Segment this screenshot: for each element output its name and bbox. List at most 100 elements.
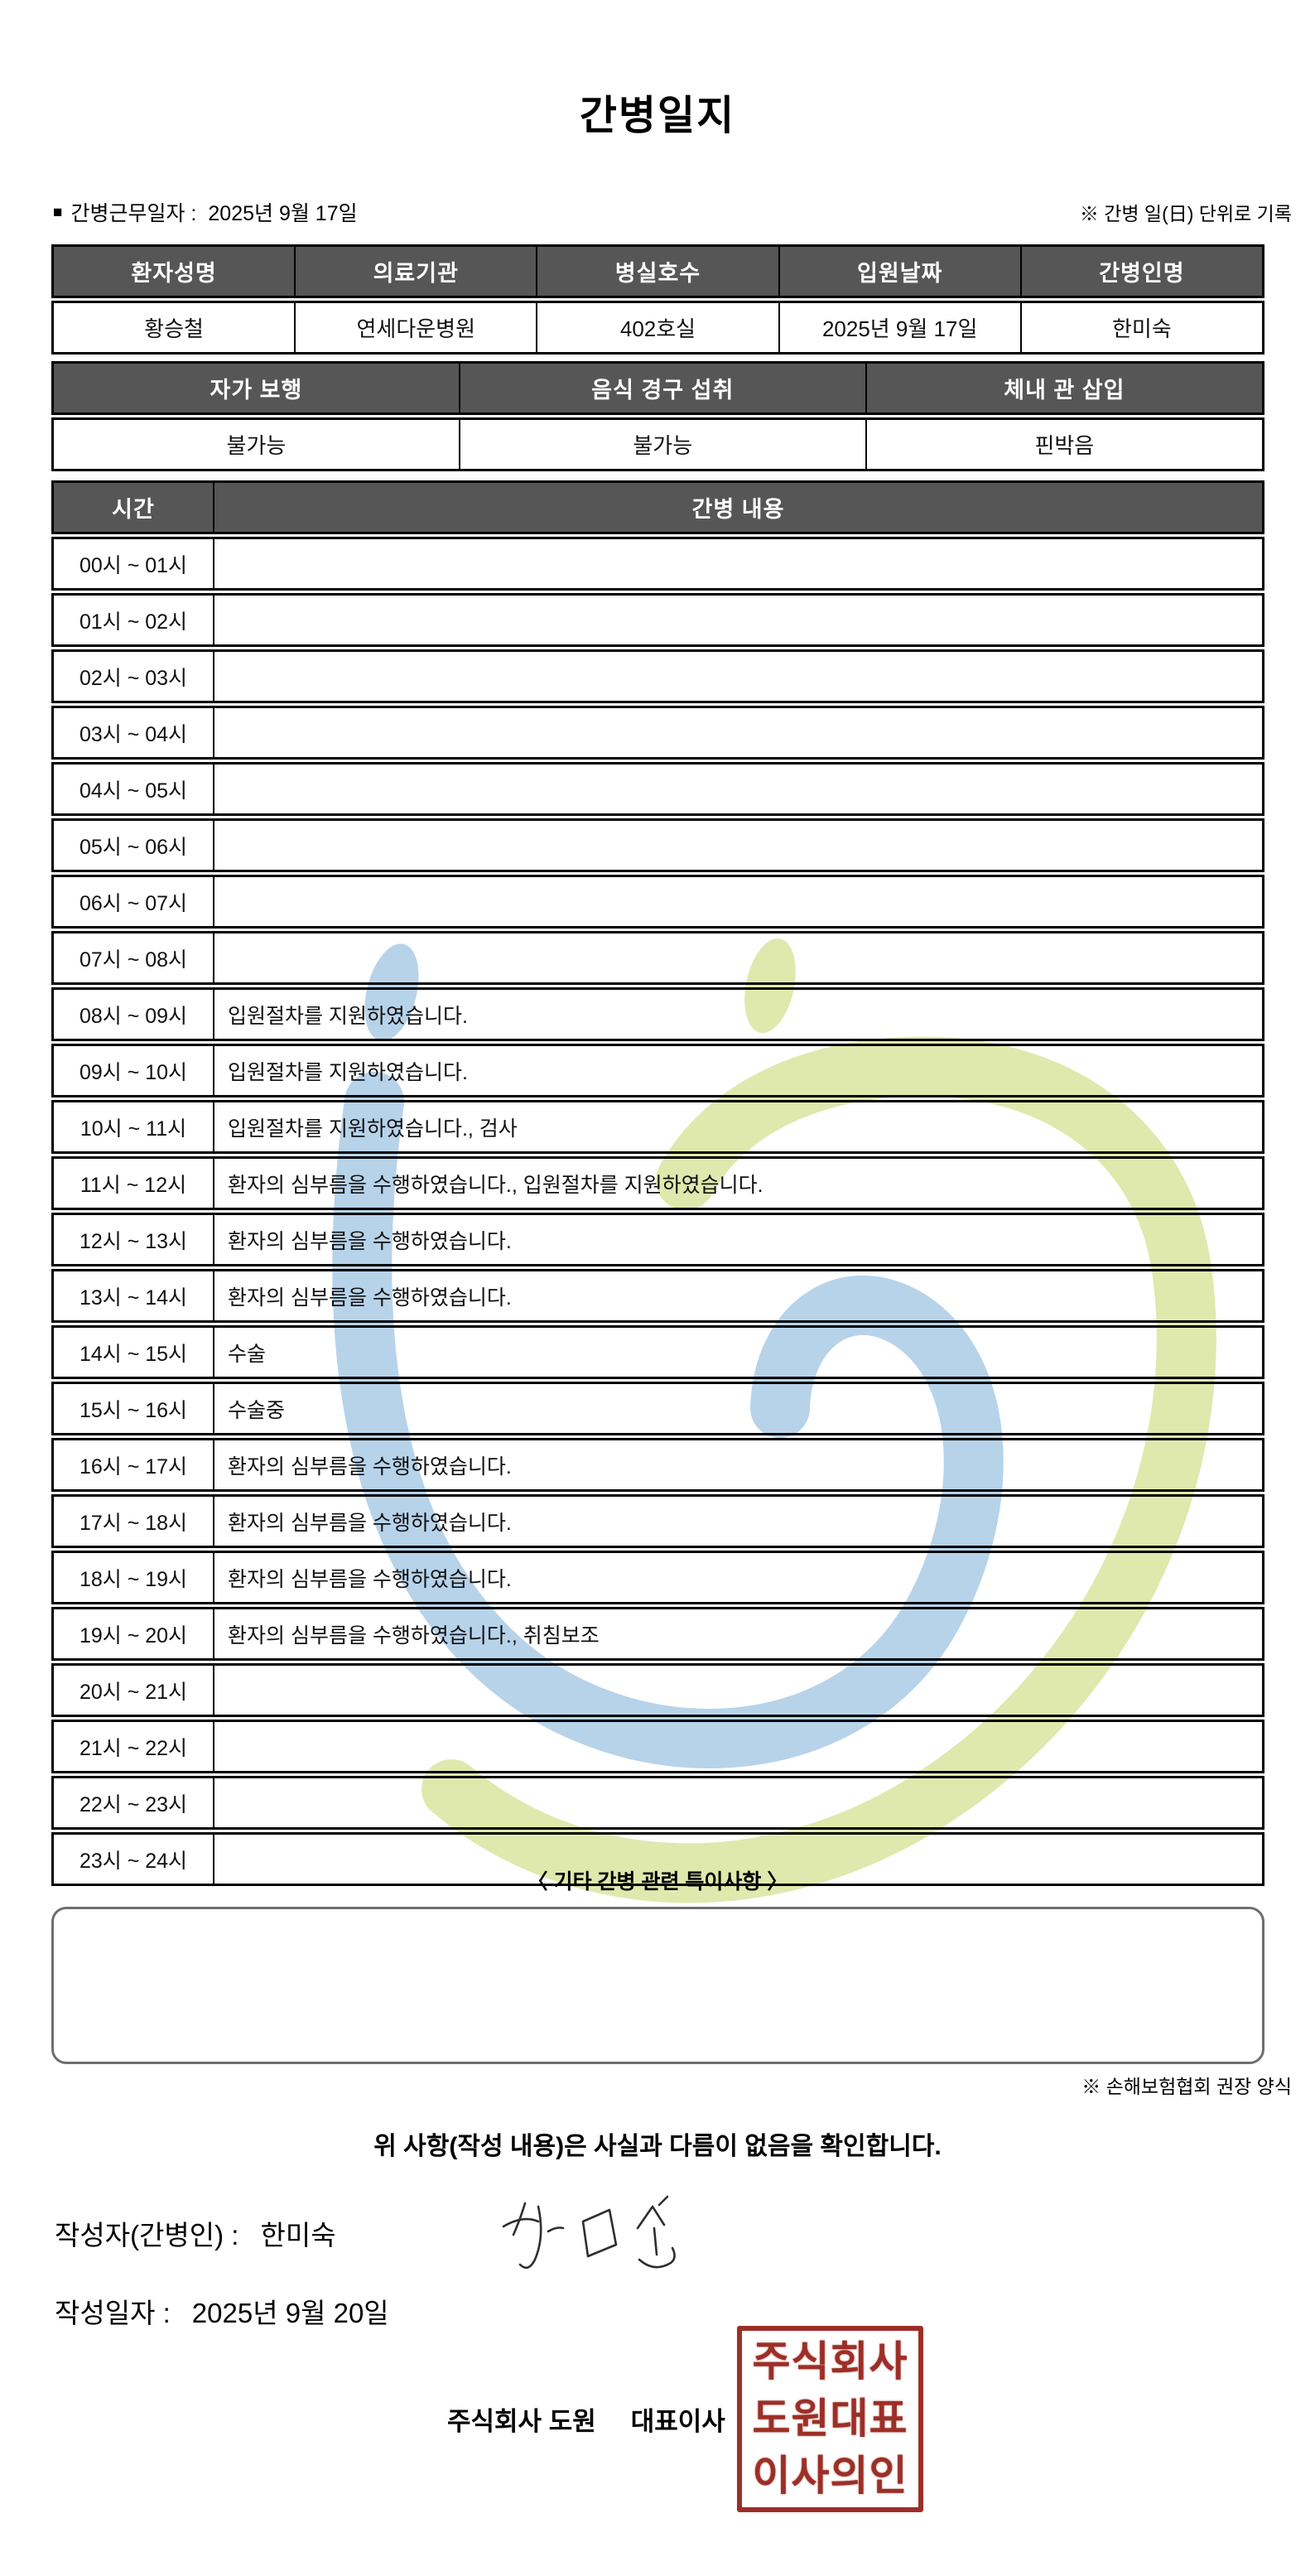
care-log-row: 13시 ~ 14시 환자의 심부름을 수행하였습니다. — [51, 1269, 1264, 1323]
header-medical-institution: 의료기관 — [295, 244, 537, 298]
time-slot-cell: 19시 ~ 20시 — [51, 1607, 214, 1661]
time-slot-cell: 17시 ~ 18시 — [51, 1494, 214, 1548]
care-log-row: 14시 ~ 15시 수술 — [51, 1325, 1264, 1379]
header-caregiver-name: 간병인명 — [1020, 244, 1264, 298]
care-content-cell — [214, 762, 1264, 816]
patient-condition-table: 자가 보행 음식 경구 섭취 체내 관 삽입 불가능 불가능 핀박음 — [51, 359, 1264, 474]
care-content-cell: 입원절차를 지원하였습니다. — [214, 1044, 1264, 1097]
form-recommendation-note: ※ 손해보험협회 권장 양식 — [1081, 2076, 1292, 2097]
time-slot-cell: 04시 ~ 05시 — [51, 762, 214, 816]
work-date-line: ■ 간병근무일자 : 2025년 9월 17일 — [53, 197, 358, 227]
care-content-cell: 환자의 심부름을 수행하였습니다., 입원절차를 지원하였습니다. — [214, 1156, 1264, 1210]
care-log-row: 22시 ~ 23시 — [51, 1776, 1264, 1830]
company-role: 대표이사 — [630, 2407, 725, 2436]
internal-tube-value: 핀박음 — [865, 417, 1264, 471]
header-internal-tube: 체내 관 삽입 — [865, 361, 1264, 415]
care-log-row: 16시 ~ 17시 환자의 심부름을 수행하였습니다. — [51, 1438, 1264, 1492]
care-log-row: 02시 ~ 03시 — [51, 649, 1264, 703]
care-log-row: 10시 ~ 11시 입원절차를 지원하였습니다., 검사 — [51, 1100, 1264, 1154]
writer-name: 한미숙 — [260, 2220, 336, 2250]
time-slot-cell: 23시 ~ 24시 — [51, 1832, 214, 1886]
time-slot-cell: 02시 ~ 03시 — [51, 649, 214, 703]
time-slot-cell: 15시 ~ 16시 — [51, 1382, 214, 1435]
time-slot-cell: 10시 ~ 11시 — [51, 1100, 214, 1154]
care-log-row: 12시 ~ 13시 환자의 심부름을 수행하였습니다. — [51, 1213, 1264, 1266]
care-log-row: 00시 ~ 01시 — [51, 537, 1264, 591]
care-log-row: 09시 ~ 10시 입원절차를 지원하였습니다. — [51, 1044, 1264, 1097]
care-content-cell — [214, 818, 1264, 872]
care-content-cell — [214, 1776, 1264, 1830]
care-content-cell — [214, 1832, 1264, 1886]
square-bullet-icon: ■ — [53, 203, 63, 221]
header-time: 시간 — [51, 480, 214, 534]
written-date-label: 작성일자 : — [55, 2298, 171, 2328]
patient-info-value-row: 황승철 연세다운병원 402호실 2025년 9월 17일 한미숙 — [51, 301, 1264, 355]
care-content-cell — [214, 649, 1264, 703]
written-date-line: 작성일자 : 2025년 9월 20일 — [55, 2291, 389, 2331]
care-content-cell: 입원절차를 지원하였습니다., 검사 — [214, 1100, 1264, 1154]
time-slot-cell: 03시 ~ 04시 — [51, 706, 214, 760]
care-content-cell: 환자의 심부름을 수행하였습니다., 취침보조 — [214, 1607, 1264, 1661]
time-slot-cell: 18시 ~ 19시 — [51, 1551, 214, 1604]
care-content-cell — [214, 706, 1264, 760]
time-slot-cell: 13시 ~ 14시 — [51, 1269, 214, 1323]
care-log-row: 21시 ~ 22시 — [51, 1720, 1264, 1773]
stamp-line: 주식회사 — [752, 2338, 908, 2385]
special-notes-box — [51, 1907, 1264, 2064]
room-number-value: 402호실 — [537, 301, 779, 355]
header-care-content: 간병 내용 — [214, 480, 1264, 534]
time-slot-cell: 05시 ~ 06시 — [51, 818, 214, 872]
care-log-row: 08시 ~ 09시 입원절차를 지원하였습니다. — [51, 987, 1264, 1041]
header-admission-date: 입원날짜 — [778, 244, 1021, 298]
medical-institution-value: 연세다운병원 — [295, 301, 537, 355]
patient-name-value: 황승철 — [51, 301, 296, 355]
company-name: 주식회사 도원 — [447, 2407, 596, 2436]
care-log-row: 17시 ~ 18시 환자의 심부름을 수행하였습니다. — [51, 1494, 1264, 1548]
condition-value-row: 불가능 불가능 핀박음 — [51, 417, 1264, 471]
care-content-cell — [214, 931, 1264, 985]
care-log-row: 03시 ~ 04시 — [51, 706, 1264, 760]
work-date-value: 2025년 9월 17일 — [208, 202, 358, 225]
time-slot-cell: 20시 ~ 21시 — [51, 1663, 214, 1717]
self-walking-value: 불가능 — [51, 417, 460, 471]
meta-row: ■ 간병근무일자 : 2025년 9월 17일 ※ 간병 일(日) 단위로 기록 — [53, 197, 1292, 227]
care-log-row: 15시 ~ 16시 수술중 — [51, 1382, 1264, 1435]
time-slot-cell: 21시 ~ 22시 — [51, 1720, 214, 1773]
caregiver-name-value: 한미숙 — [1020, 301, 1264, 355]
care-log-row: 04시 ~ 05시 — [51, 762, 1264, 816]
time-slot-cell: 22시 ~ 23시 — [51, 1776, 214, 1830]
oral-intake-value: 불가능 — [459, 417, 866, 471]
time-slot-cell: 06시 ~ 07시 — [51, 875, 214, 929]
care-log-row: 01시 ~ 02시 — [51, 593, 1264, 647]
care-log-row: 05시 ~ 06시 — [51, 818, 1264, 872]
care-content-cell — [214, 593, 1264, 647]
header-patient-name: 환자성명 — [51, 244, 296, 298]
confirmation-statement: 위 사항(작성 내용)은 사실과 다름이 없음을 확인합니다. — [373, 2133, 942, 2160]
care-content-cell: 환자의 심부름을 수행하였습니다. — [214, 1438, 1264, 1492]
written-date-value: 2025년 9월 20일 — [191, 2298, 389, 2328]
care-content-cell: 환자의 심부름을 수행하였습니다. — [214, 1213, 1264, 1266]
time-slot-cell: 07시 ~ 08시 — [51, 931, 214, 985]
condition-header-row: 자가 보행 음식 경구 섭취 체내 관 삽입 — [51, 361, 1264, 415]
work-date-label: 간병근무일자 : — [70, 202, 197, 225]
writer-label: 작성자(간병인) : — [55, 2220, 239, 2250]
time-slot-cell: 16시 ~ 17시 — [51, 1438, 214, 1492]
care-log-row: 23시 ~ 24시 — [51, 1832, 1264, 1886]
page-title: 간병일지 — [579, 94, 736, 138]
time-slot-cell: 14시 ~ 15시 — [51, 1325, 214, 1379]
care-content-cell: 수술중 — [214, 1382, 1264, 1435]
stamp-line: 도원대표 — [752, 2395, 908, 2442]
time-slot-cell: 08시 ~ 09시 — [51, 987, 214, 1041]
care-content-cell: 입원절차를 지원하였습니다. — [214, 987, 1264, 1041]
care-log-row: 07시 ~ 08시 — [51, 931, 1264, 985]
care-log-row: 20시 ~ 21시 — [51, 1663, 1264, 1717]
time-slot-cell: 01시 ~ 02시 — [51, 593, 214, 647]
header-self-walking: 자가 보행 — [51, 361, 460, 415]
care-content-cell — [214, 1663, 1264, 1717]
care-log-row: 11시 ~ 12시 환자의 심부름을 수행하였습니다., 입원절차를 지원하였습니… — [51, 1156, 1264, 1210]
care-content-cell: 환자의 심부름을 수행하였습니다. — [214, 1269, 1264, 1323]
care-content-cell: 수술 — [214, 1325, 1264, 1379]
care-log-row: 19시 ~ 20시 환자의 심부름을 수행하였습니다., 취침보조 — [51, 1607, 1264, 1661]
unit-note: ※ 간병 일(日) 단위로 기록 — [1079, 203, 1292, 224]
